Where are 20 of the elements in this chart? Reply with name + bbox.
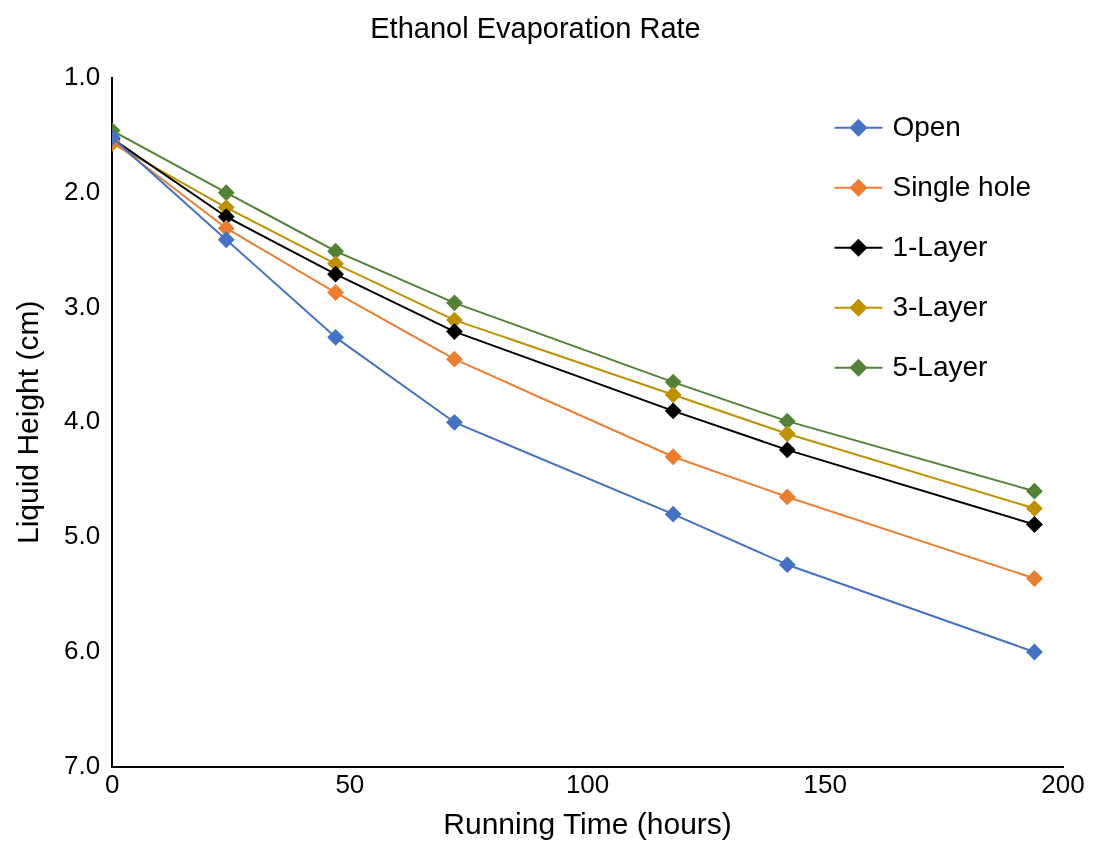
legend-label: 3-Layer	[892, 290, 988, 322]
y-tick-label: 5.0	[63, 520, 101, 551]
y-tick-label: 1.0	[63, 60, 101, 91]
x-tick-label: 0	[104, 768, 120, 799]
legend-label: 5-Layer	[892, 350, 988, 382]
y-tick-label: 3.0	[63, 290, 101, 321]
y-tick-label: 6.0	[63, 635, 101, 666]
y-tick-label: 4.0	[63, 405, 101, 436]
x-axis-title: Running Time (hours)	[443, 807, 732, 841]
y-tick-label: 7.0	[63, 749, 101, 780]
x-tick-label: 200	[1041, 768, 1085, 799]
x-tick-label: 150	[803, 768, 847, 799]
legend-label: Single hole	[892, 170, 1032, 202]
x-tick-label: 100	[565, 768, 610, 799]
chart-title: Ethanol Evaporation Rate	[370, 12, 701, 45]
legend-label: Open	[892, 110, 961, 142]
x-tick-label: 50	[335, 768, 365, 799]
legend-label: 1-Layer	[892, 230, 988, 262]
y-axis-title: Liquid Height (cm)	[11, 300, 45, 545]
y-tick-label: 2.0	[63, 175, 101, 206]
